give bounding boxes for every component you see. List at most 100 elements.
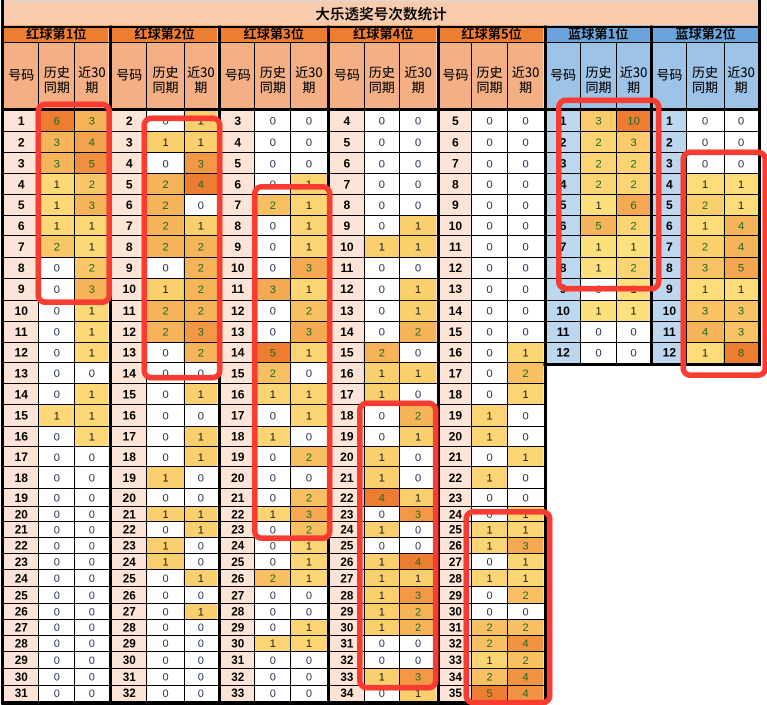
svg-text:10: 10 (663, 304, 677, 318)
svg-text:0: 0 (379, 540, 385, 552)
svg-text:14: 14 (340, 325, 354, 339)
svg-text:2: 2 (630, 158, 636, 170)
svg-text:22: 22 (15, 540, 29, 553)
svg-text:0: 0 (198, 655, 204, 667)
svg-text:0: 0 (270, 242, 276, 254)
svg-text:0: 0 (486, 327, 492, 339)
svg-text:1: 1 (89, 431, 95, 443)
svg-text:28: 28 (340, 589, 354, 602)
svg-text:1: 1 (379, 389, 385, 401)
svg-text:17: 17 (231, 409, 245, 423)
svg-text:3: 3 (198, 158, 204, 170)
svg-text:2: 2 (54, 242, 60, 254)
svg-text:0: 0 (415, 263, 421, 275)
svg-text:2: 2 (486, 622, 492, 634)
svg-text:0: 0 (198, 590, 204, 602)
svg-text:1: 1 (89, 389, 95, 401)
svg-text:30: 30 (15, 671, 29, 684)
svg-text:19: 19 (449, 409, 463, 423)
svg-text:0: 0 (198, 557, 204, 569)
svg-text:1: 1 (415, 221, 421, 233)
svg-text:8: 8 (738, 347, 744, 359)
svg-text:2: 2 (630, 221, 636, 233)
svg-text:0: 0 (522, 473, 528, 485)
svg-text:2: 2 (198, 284, 204, 296)
svg-text:1: 1 (306, 389, 312, 401)
svg-text:2: 2 (306, 524, 312, 536)
svg-text:12: 12 (231, 304, 245, 318)
svg-text:0: 0 (270, 622, 276, 634)
svg-text:0: 0 (54, 573, 60, 585)
svg-text:29: 29 (340, 606, 354, 619)
svg-text:26: 26 (123, 589, 137, 602)
svg-text:0: 0 (306, 688, 312, 700)
svg-text:1: 1 (666, 114, 673, 128)
svg-text:0: 0 (54, 306, 60, 318)
svg-text:31: 31 (231, 654, 245, 667)
svg-text:10: 10 (627, 116, 640, 128)
svg-text:0: 0 (270, 493, 276, 505)
svg-text:1: 1 (522, 389, 528, 401)
svg-text:1: 1 (379, 524, 385, 536)
svg-text:2: 2 (162, 179, 168, 191)
svg-text:1: 1 (486, 410, 492, 422)
svg-text:0: 0 (486, 347, 492, 359)
svg-text:0: 0 (162, 389, 168, 401)
svg-text:23: 23 (449, 491, 463, 505)
svg-text:9: 9 (452, 198, 459, 212)
svg-text:1: 1 (379, 573, 385, 585)
svg-text:1: 1 (198, 431, 204, 443)
svg-text:0: 0 (270, 540, 276, 552)
svg-text:1: 1 (89, 242, 95, 254)
svg-text:0: 0 (162, 410, 168, 422)
svg-text:29: 29 (231, 621, 245, 634)
svg-text:21: 21 (340, 471, 354, 485)
svg-text:1: 1 (54, 200, 60, 212)
svg-text:6: 6 (630, 200, 636, 212)
svg-text:0: 0 (162, 638, 168, 650)
svg-text:2: 2 (702, 242, 708, 254)
svg-text:26: 26 (340, 556, 354, 569)
svg-text:18: 18 (14, 471, 28, 485)
svg-text:0: 0 (162, 688, 168, 700)
svg-text:0: 0 (306, 655, 312, 667)
svg-text:5: 5 (126, 177, 133, 191)
svg-text:1: 1 (379, 672, 385, 684)
svg-text:0: 0 (54, 347, 60, 359)
svg-text:19: 19 (231, 450, 245, 464)
svg-text:1: 1 (523, 509, 529, 521)
svg-text:1: 1 (379, 368, 385, 380)
svg-text:0: 0 (89, 540, 95, 552)
svg-text:1: 1 (379, 473, 385, 485)
svg-text:0: 0 (270, 557, 276, 569)
svg-text:2: 2 (270, 368, 276, 380)
svg-text:1: 1 (198, 221, 204, 233)
svg-text:25: 25 (231, 556, 245, 569)
svg-text:10: 10 (556, 304, 570, 318)
svg-text:1: 1 (415, 431, 421, 443)
svg-text:30: 30 (231, 637, 245, 650)
svg-text:27: 27 (123, 606, 136, 619)
svg-text:0: 0 (89, 622, 95, 634)
svg-text:1: 1 (595, 242, 601, 254)
svg-text:34: 34 (340, 687, 354, 700)
svg-text:4: 4 (666, 177, 673, 191)
svg-text:0: 0 (89, 557, 95, 569)
svg-text:16: 16 (449, 346, 463, 360)
svg-text:0: 0 (486, 158, 492, 170)
svg-text:0: 0 (522, 284, 528, 296)
svg-text:4: 4 (198, 179, 204, 191)
svg-text:7: 7 (126, 219, 133, 233)
svg-text:1: 1 (162, 473, 168, 485)
svg-text:28: 28 (449, 572, 463, 585)
svg-text:0: 0 (486, 368, 492, 380)
svg-text:0: 0 (415, 452, 421, 464)
svg-text:0: 0 (162, 431, 168, 443)
svg-text:6: 6 (54, 116, 60, 128)
svg-text:1: 1 (379, 622, 385, 634)
svg-text:0: 0 (89, 473, 95, 485)
svg-text:0: 0 (270, 410, 276, 422)
svg-text:11: 11 (449, 240, 462, 254)
svg-text:7: 7 (18, 240, 25, 254)
svg-text:1: 1 (162, 284, 168, 296)
